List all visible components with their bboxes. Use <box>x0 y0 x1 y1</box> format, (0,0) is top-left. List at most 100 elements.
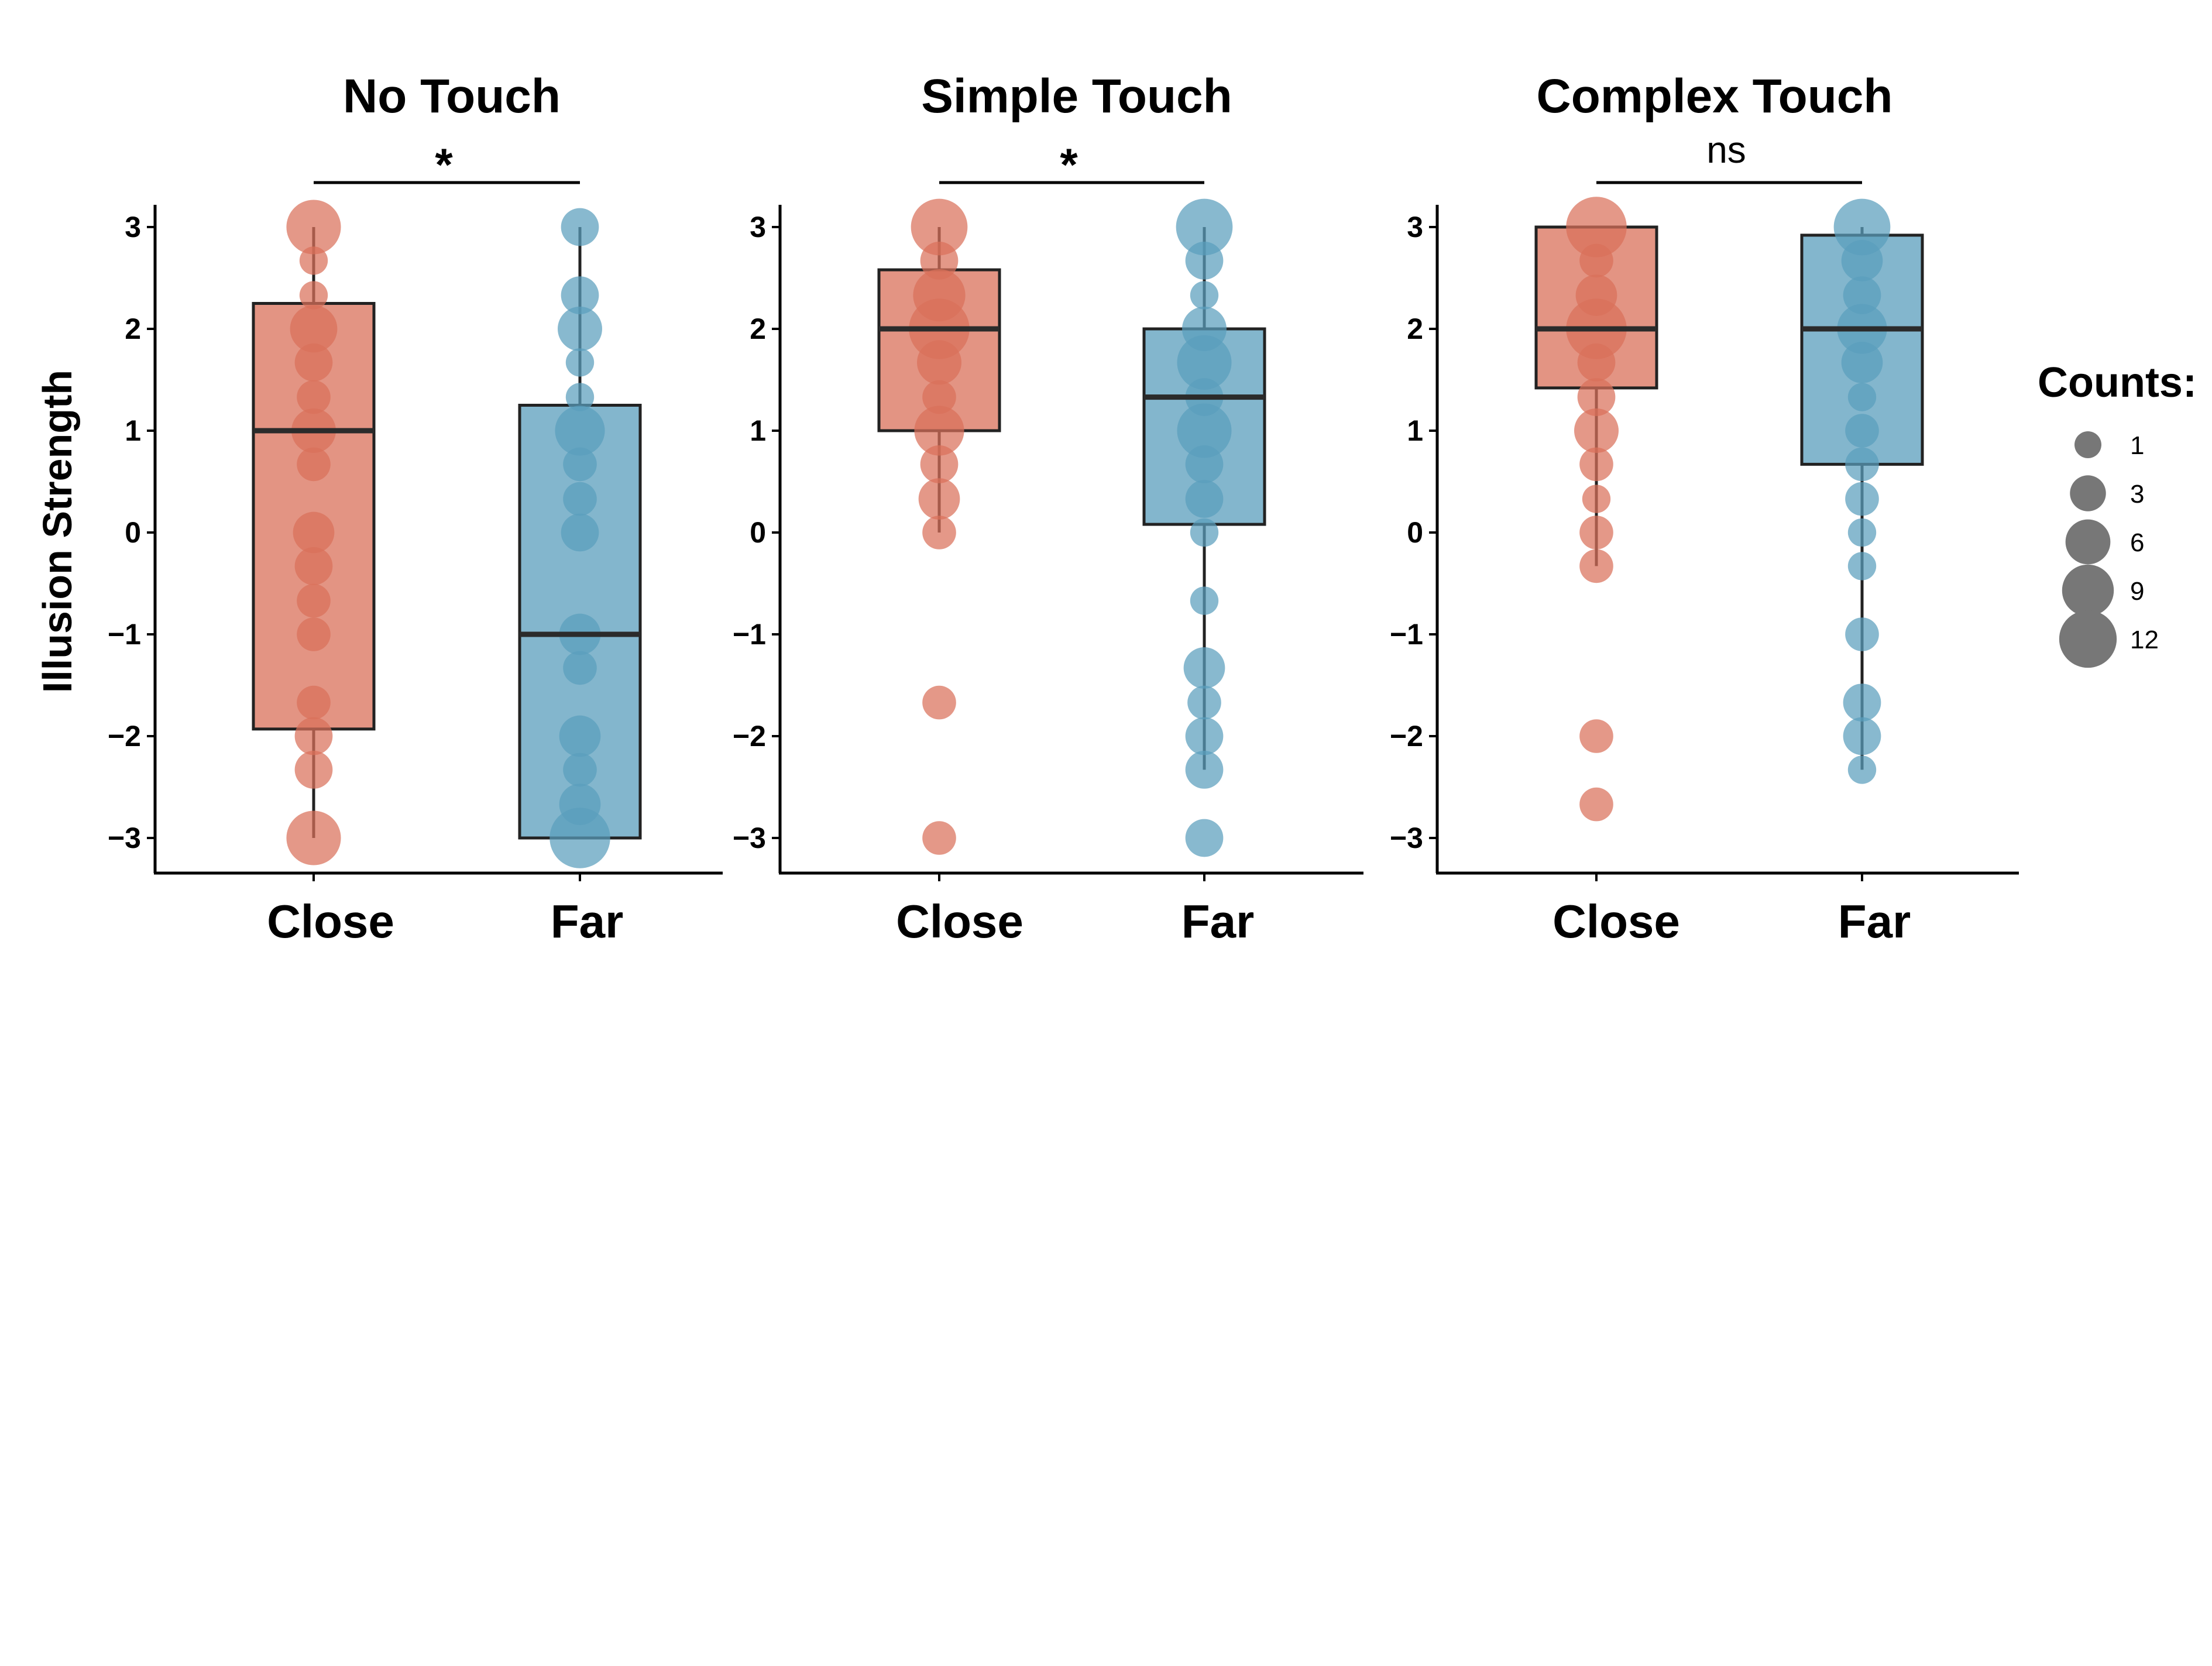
legend-label: 12 <box>2130 626 2159 654</box>
y-tick-label: 2 <box>1407 312 1423 345</box>
group-close <box>877 198 1001 855</box>
legend-swatch <box>2062 564 2114 617</box>
legend: Counts: 1 3 6 9 12 <box>2038 359 2197 668</box>
data-point <box>1845 482 1879 516</box>
y-tick-label: 3 <box>125 211 141 243</box>
data-point <box>1582 485 1611 513</box>
data-point <box>922 685 956 720</box>
data-point <box>561 208 599 246</box>
data-point <box>917 340 961 385</box>
data-point <box>1845 447 1879 482</box>
data-point <box>1190 281 1219 310</box>
data-point <box>1847 552 1877 580</box>
data-point <box>1843 683 1881 722</box>
x-tick-label: Far <box>1838 895 1911 947</box>
y-tick-label: −1 <box>1390 618 1423 651</box>
data-point <box>1187 685 1221 720</box>
data-point <box>1579 447 1613 482</box>
data-point <box>1190 518 1219 547</box>
data-point <box>549 808 610 868</box>
y-tick-label: 1 <box>125 414 141 447</box>
data-point <box>1566 197 1627 257</box>
data-point <box>1574 408 1619 453</box>
y-tick-label: −3 <box>108 822 141 854</box>
data-point <box>294 547 333 585</box>
group-close <box>1534 197 1658 822</box>
data-point <box>294 343 333 382</box>
data-point <box>911 198 968 256</box>
y-axis-title: Illusion Strength <box>35 370 80 693</box>
data-point <box>563 447 597 482</box>
x-tick-label: Close <box>1552 895 1680 947</box>
data-point <box>1847 383 1877 411</box>
panel-simple-touch: Simple Touch * 3 2 1 0 −1 −2 −3 Close Far <box>733 70 1363 947</box>
y-tick-label: 3 <box>750 211 766 243</box>
data-point <box>558 307 602 351</box>
data-point <box>561 513 599 552</box>
data-point <box>1843 717 1881 755</box>
x-tick-label: Far <box>551 895 624 947</box>
data-point <box>294 717 333 755</box>
data-point <box>914 406 964 456</box>
data-point <box>1577 378 1616 416</box>
data-point <box>1579 787 1613 822</box>
data-point <box>1843 276 1881 314</box>
data-point <box>286 810 341 865</box>
data-point <box>563 651 597 685</box>
panel-complex-touch: Complex Touch ns 3 2 1 0 −1 −2 −3 Close Far <box>1390 70 2019 947</box>
group-close <box>252 200 376 865</box>
data-point <box>555 406 605 456</box>
legend-label: 6 <box>2130 528 2144 557</box>
data-point <box>1185 242 1224 280</box>
data-point <box>1579 719 1613 753</box>
data-point <box>293 511 335 554</box>
y-tick-label: −1 <box>733 618 766 651</box>
data-point <box>561 276 599 314</box>
data-point <box>565 348 595 377</box>
legend-swatch <box>2065 519 2111 565</box>
significance-label: ns <box>1706 129 1746 171</box>
data-point <box>1183 647 1225 689</box>
data-point <box>563 482 597 516</box>
data-point <box>290 305 338 353</box>
significance-label: * <box>435 139 453 190</box>
data-point <box>1845 617 1879 651</box>
data-point <box>297 380 331 414</box>
legend-title: Counts: <box>2038 359 2197 406</box>
data-point <box>297 617 331 651</box>
data-point <box>1185 445 1224 483</box>
panel-title: No Touch <box>343 70 561 123</box>
data-point <box>297 447 331 482</box>
data-point <box>1190 586 1219 615</box>
data-point <box>559 715 601 757</box>
data-point <box>922 821 956 855</box>
legend-label: 1 <box>2130 431 2144 460</box>
y-tick-label: −2 <box>1390 720 1423 753</box>
data-point <box>920 445 959 483</box>
y-tick-label: −1 <box>108 618 141 651</box>
data-point <box>1833 198 1891 256</box>
data-point <box>1177 403 1232 458</box>
data-point <box>1185 480 1224 518</box>
x-tick-label: Far <box>1181 895 1255 947</box>
data-point <box>565 383 595 411</box>
y-tick-label: 1 <box>1407 414 1423 447</box>
data-point <box>297 685 331 720</box>
data-point <box>299 281 328 310</box>
data-point <box>920 242 959 280</box>
panel-no-touch: No Touch * 3 2 1 0 −1 −2 −3 Close Far <box>108 70 723 947</box>
data-point <box>1177 335 1232 390</box>
y-tick-label: 0 <box>125 516 141 549</box>
data-point <box>1579 243 1613 278</box>
data-point <box>1579 549 1613 583</box>
panels: No Touch * 3 2 1 0 −1 −2 −3 Close Far Simple Touch *… <box>108 70 2019 947</box>
panel-title: Simple Touch <box>921 70 1232 123</box>
significance-label: * <box>1060 139 1078 190</box>
data-point <box>922 380 956 414</box>
group-far <box>1142 198 1266 857</box>
data-point <box>563 753 597 787</box>
legend-swatch <box>2070 475 2106 511</box>
y-tick-label: −3 <box>733 822 766 854</box>
y-tick-label: −2 <box>108 720 141 753</box>
